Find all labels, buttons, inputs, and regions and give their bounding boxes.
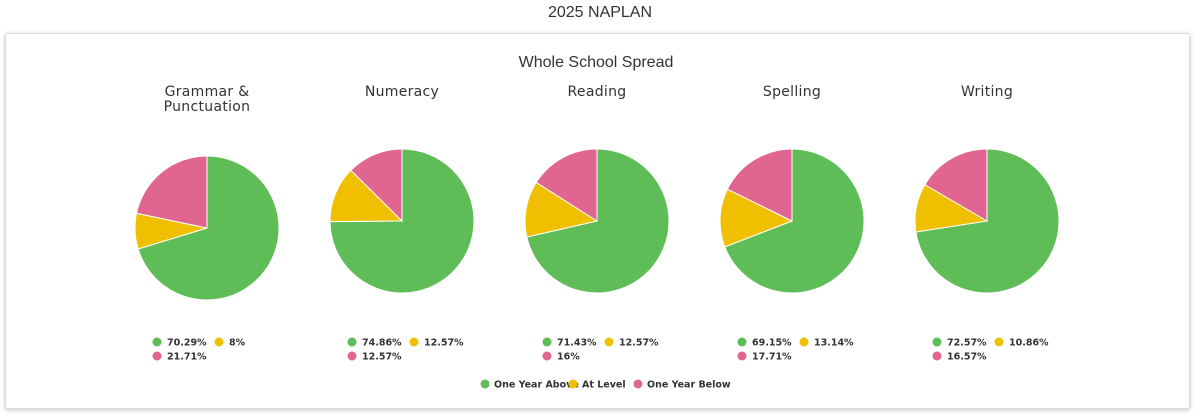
pie-title-spelling-line-1: Spelling [763, 84, 821, 100]
pie-title-grammar-and-punctuation-line-1: Grammar & [165, 84, 250, 100]
legend-dot-numeracy-at-level [409, 337, 419, 347]
chart-card: Whole School Spread Grammar & Punctuation… [5, 33, 1190, 409]
value-label-writing-at-level: 10.86% [1009, 338, 1049, 349]
legend-dot-spelling-at-level [799, 337, 809, 347]
pie-slice-reading-at-level[interactable] [524, 181, 599, 238]
pie-slice-numeracy-at-level[interactable] [329, 169, 404, 223]
pie-title-grammar-and-punctuation-line-2: Punctuation [164, 99, 251, 115]
legend-dot-reading-one-year-below [542, 351, 552, 361]
value-label-spelling-one-year-above: 69.15% [752, 338, 792, 349]
pie-title-writing-line-1: Writing [961, 84, 1013, 100]
value-label-reading-one-year-below: 16% [557, 352, 580, 363]
pie-slice-grammar-and-punctuation-one-year-below[interactable] [135, 155, 208, 229]
pie-writing: Writing 72.57% 10.86% 16.57% [914, 84, 1060, 363]
legend-dot-writing-one-year-below [932, 351, 942, 361]
legend-dot-grammar-and-punctuation-one-year-above [152, 337, 162, 347]
pie-slice-reading-one-year-below[interactable] [535, 148, 598, 222]
whole-school-spread-chart: Whole School Spread Grammar &Punctuation… [134, 54, 1060, 391]
legend-dot-grammar-and-punctuation-one-year-below [152, 351, 162, 361]
legend-dot-spelling-one-year-above [737, 337, 747, 347]
legend-marker-one-year-below [633, 379, 643, 389]
legend-item-one-year-below[interactable]: One Year Below [633, 379, 731, 391]
pie-reading: Reading 71.43% 12.57% 16% [524, 84, 670, 363]
legend-dot-spelling-one-year-below [737, 351, 747, 361]
pie-slice-spelling-one-year-below[interactable] [726, 148, 793, 222]
legend-dot-grammar-and-punctuation-at-level [214, 337, 224, 347]
pie-grammar-and-punctuation: Grammar &Punctuation 70.29% 8% 21.71% [134, 84, 280, 363]
pie-title-reading-line-1: Reading [568, 84, 627, 100]
value-label-numeracy-one-year-above: 74.86% [362, 338, 402, 349]
value-label-grammar-and-punctuation-at-level: 8% [229, 338, 246, 349]
legend-dot-numeracy-one-year-below [347, 351, 357, 361]
value-label-grammar-and-punctuation-one-year-above: 70.29% [167, 338, 207, 349]
value-label-reading-one-year-above: 71.43% [557, 338, 597, 349]
pie-slice-spelling-one-year-above[interactable] [724, 148, 865, 294]
legend-dot-reading-one-year-above [542, 337, 552, 347]
pie-slice-writing-one-year-below[interactable] [924, 148, 988, 222]
legend-label-one-year-below: One Year Below [647, 380, 731, 391]
value-label-spelling-one-year-below: 17.71% [752, 352, 792, 363]
page-title: 2025 NAPLAN [547, 4, 653, 21]
legend-marker-at-level [568, 379, 578, 389]
series-legend: One Year Above At Level One Year Below [480, 379, 731, 391]
value-label-writing-one-year-below: 16.57% [947, 352, 987, 363]
legend-dot-writing-one-year-above [932, 337, 942, 347]
pie-slice-grammar-and-punctuation-one-year-above[interactable] [137, 155, 280, 301]
legend-label-at-level: At Level [582, 380, 626, 391]
value-label-numeracy-at-level: 12.57% [424, 338, 464, 349]
value-label-grammar-and-punctuation-one-year-below: 21.71% [167, 352, 207, 363]
value-label-writing-one-year-above: 72.57% [947, 338, 987, 349]
legend-item-one-year-above[interactable]: One Year Above [480, 379, 579, 391]
pie-title-numeracy-line-1: Numeracy [365, 84, 439, 100]
chart-title: Whole School Spread [519, 54, 674, 71]
pie-spelling: Spelling 69.15% 13.14% 17.71% [719, 84, 865, 363]
value-label-numeracy-one-year-below: 12.57% [362, 352, 402, 363]
value-label-spelling-at-level: 13.14% [814, 338, 854, 349]
legend-dot-numeracy-one-year-above [347, 337, 357, 347]
legend-dot-writing-at-level [994, 337, 1004, 347]
pie-numeracy: Numeracy 74.86% 12.57% 12.57% [329, 84, 475, 363]
legend-item-at-level[interactable]: At Level [568, 379, 626, 391]
value-label-reading-at-level: 12.57% [619, 338, 659, 349]
legend-marker-one-year-above [480, 379, 490, 389]
pie-slice-numeracy-one-year-above[interactable] [329, 148, 475, 294]
legend-label-one-year-above: One Year Above [494, 380, 579, 391]
pie-slice-numeracy-one-year-below[interactable] [350, 148, 403, 223]
legend-dot-reading-at-level [604, 337, 614, 347]
pie-slice-spelling-at-level[interactable] [719, 188, 794, 248]
